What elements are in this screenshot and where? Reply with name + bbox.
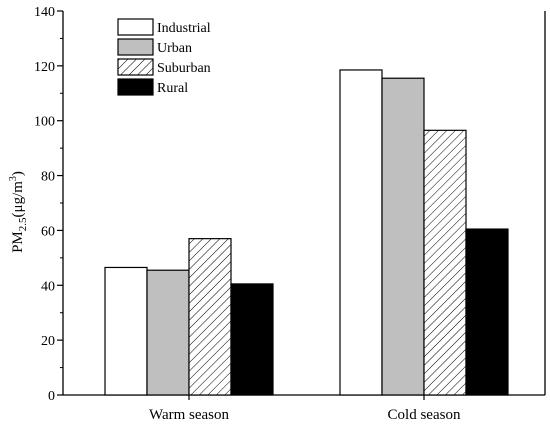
y-axis-label-unit-sup: 3 [8, 176, 19, 181]
bar-industrial-cold [339, 69, 383, 396]
y-axis-label-paren-open: ( [10, 212, 26, 217]
bar-suburban-cold [423, 129, 467, 396]
legend-swatch-rural [117, 78, 154, 96]
legend-swatch-urban [117, 38, 154, 56]
y-axis-ticks: 0 20 40 60 80 100 120 140 [34, 5, 63, 404]
legend-label-industrial: Industrial [157, 21, 211, 36]
y-tick-label: 140 [34, 5, 55, 20]
x-axis-labels: Warm season Cold season [149, 395, 461, 423]
y-tick-label: 120 [34, 60, 55, 75]
bar-rural-cold [465, 228, 509, 396]
bar-urban-warm [146, 269, 190, 396]
y-tick-label: 100 [34, 115, 55, 130]
y-axis-label-subscript: 2.5 [17, 217, 29, 231]
legend-label-suburban: Suburban [157, 61, 211, 76]
y-axis-label-paren-close: ) [10, 171, 26, 176]
y-tick-label: 80 [41, 170, 55, 185]
y-tick-label: 60 [41, 224, 55, 239]
legend-swatch-suburban [117, 58, 154, 76]
y-axis-label-prefix: PM [10, 231, 26, 253]
bar-industrial-warm [104, 266, 148, 396]
bars-group [104, 69, 509, 396]
bar-urban-cold [381, 77, 425, 396]
x-category-label: Cold season [388, 407, 461, 423]
y-axis-label: PM2.5(μg/m3) [8, 171, 29, 253]
bar-suburban-warm [188, 238, 232, 396]
y-axis-label-unit: μg/m [10, 181, 26, 213]
legend-swatch-industrial [117, 18, 154, 36]
y-tick-label: 0 [48, 389, 55, 404]
y-tick-label: 20 [41, 334, 55, 349]
bar-rural-warm [230, 283, 274, 396]
legend-label-urban: Urban [157, 41, 192, 56]
y-tick-label: 40 [41, 279, 55, 294]
legend-label-rural: Rural [157, 81, 188, 96]
legend: Industrial Urban Suburban Rural [117, 18, 211, 96]
x-category-label: Warm season [149, 407, 230, 423]
